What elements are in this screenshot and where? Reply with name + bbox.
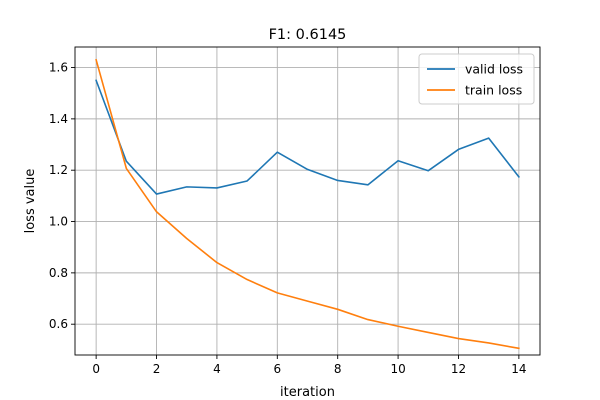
y-tick-label: 1.0 [49,215,68,229]
y-tick-label: 1.6 [49,61,68,75]
x-tick-label: 8 [334,362,342,376]
y-axis-label: loss value [23,169,38,234]
y-tick-label: 1.4 [49,112,68,126]
x-tick-label: 12 [451,362,466,376]
legend-label-1: train loss [465,83,522,98]
x-tick-label: 0 [92,362,100,376]
x-axis-label: iteration [280,385,335,400]
legend-items: valid loss train loss [427,62,523,98]
x-tick-label: 2 [153,362,161,376]
series-layer [95,58,520,350]
x-tick-label: 14 [511,362,526,376]
legend: valid loss train loss [418,53,535,105]
x-tick-label: 4 [213,362,221,376]
y-tick-label: 0.6 [49,317,68,331]
legend-box [418,53,535,105]
legend-label-0: valid loss [465,62,523,77]
ticks-layer: 0 2 4 6 8 10 12 14 0.6 0.8 1.0 1.2 1.4 1.6 [49,61,527,376]
x-tick-label: 6 [273,362,281,376]
x-tick-label: 10 [390,362,405,376]
series-line-1 [95,58,520,350]
plot-frame [74,46,541,356]
chart-title: F1: 0.6145 [269,27,347,43]
y-tick-label: 1.2 [49,163,68,177]
y-tick-label: 0.8 [49,266,68,280]
series-line-0 [95,79,520,195]
